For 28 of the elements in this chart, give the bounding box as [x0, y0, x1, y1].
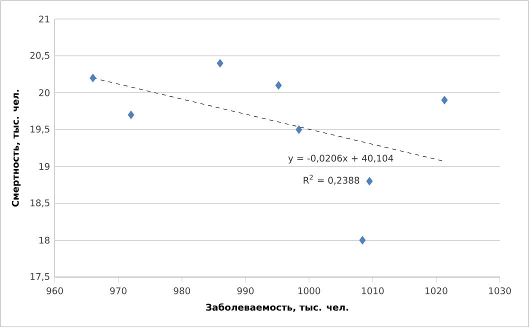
point: [128, 110, 134, 120]
y-tick-label: 21: [39, 16, 50, 23]
y-axis-title: Смертность, тыс. чел.: [12, 90, 21, 207]
x-tick-label: 960: [46, 288, 63, 295]
point: [359, 236, 366, 245]
annotation: y = -0,0206x + 40,104: [288, 154, 394, 164]
x-tick-label: 1000: [298, 288, 320, 295]
y-tick-label: 20: [39, 90, 50, 96]
y-tick-label: 19: [39, 163, 50, 170]
y-tick-label: 18,5: [30, 200, 50, 208]
x-tick-label: 990: [237, 288, 254, 295]
y-tick-label: 17,5: [30, 273, 50, 282]
y-tick-label: 20,5: [30, 52, 50, 60]
x-axis-title: Заболеваемость, тыс. чел.: [206, 304, 348, 312]
point: [441, 96, 448, 105]
y-tick-label: 19,5: [30, 126, 50, 134]
point: [275, 81, 282, 90]
point: [366, 177, 373, 186]
x-tick-label: 970: [110, 288, 127, 295]
x-tick-label: 1030: [489, 288, 511, 295]
x-tick-label: 1020: [426, 288, 448, 295]
point: [90, 74, 96, 82]
annotation: R$^{2}$ = 0,2388: [304, 175, 360, 185]
point: [296, 126, 302, 134]
x-tick-label: 980: [174, 288, 190, 295]
point: [216, 59, 224, 68]
y-tick-label: 18: [39, 236, 50, 244]
x-tick-label: 1010: [362, 288, 384, 295]
